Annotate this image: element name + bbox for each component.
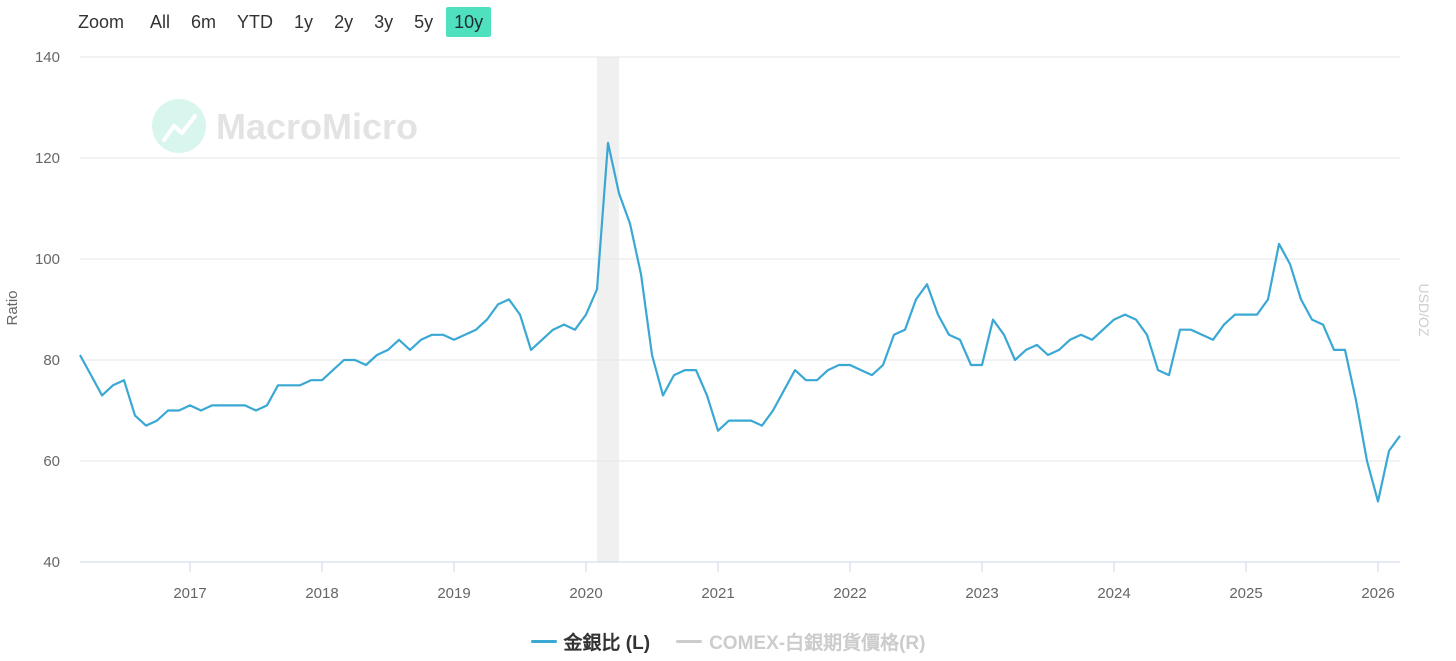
series-line-gold-silver-ratio: [79, 141, 1401, 503]
x-axis: 2017 2018 2019 2020 2021 2022 2023 2024 2025 2026: [80, 561, 1400, 602]
zoom-5y-button[interactable]: 5y: [414, 12, 434, 32]
x-tick-label: 2026: [1361, 585, 1394, 602]
legend-swatch-icon: [676, 640, 703, 643]
x-tick-label: 2017: [173, 585, 206, 602]
zoom-2y-button[interactable]: 2y: [334, 12, 354, 32]
x-tick-label: 2021: [701, 585, 734, 602]
zoom-ytd-button[interactable]: YTD: [237, 12, 274, 32]
zoom-all-button[interactable]: All: [150, 12, 171, 32]
x-tick-label: 2020: [569, 585, 602, 602]
y-axis-left-title: Ratio: [4, 290, 21, 325]
legend-label: COMEX-白銀期貨價格(R): [709, 633, 926, 654]
zoom-3y-button[interactable]: 3y: [374, 12, 394, 32]
legend-label: 金銀比 (L): [563, 633, 651, 654]
range-selector: Zoom All 6m YTD 1y 2y 3y 5y 10y: [78, 7, 496, 37]
legend-item-gold-silver-ratio[interactable]: 金銀比 (L): [530, 628, 651, 655]
y-axis-right-title: USD/OZ: [1416, 284, 1432, 337]
y-tick-label: 100: [35, 251, 60, 268]
logo-circle: [152, 99, 206, 153]
y-tick-label: 40: [43, 554, 60, 571]
x-tick-label: 2025: [1229, 585, 1262, 602]
legend-item-comex-silver[interactable]: COMEX-白銀期貨價格(R): [676, 628, 925, 655]
y-tick-label: 60: [43, 453, 60, 470]
macromicro-logo: MacroMicro: [152, 99, 418, 153]
x-tick-label: 2019: [437, 585, 470, 602]
legend: 金銀比 (L) COMEX-白銀期貨價格(R): [0, 628, 1456, 655]
zoom-1y-button[interactable]: 1y: [294, 12, 314, 32]
y-axis-labels: 40 60 80 100 120 140: [35, 49, 60, 571]
x-tick-label: 2022: [833, 585, 866, 602]
y-tick-label: 120: [35, 150, 60, 167]
y-tick-label: 80: [43, 352, 60, 369]
watermark-text: MacroMicro: [216, 106, 418, 147]
logo-chart-icon: [162, 114, 197, 142]
legend-swatch-icon: [530, 640, 557, 643]
x-tick-label: 2024: [1097, 585, 1130, 602]
zoom-label: Zoom: [78, 11, 125, 32]
x-tick-label: 2023: [965, 585, 998, 602]
x-tick-label: 2018: [305, 585, 338, 602]
zoom-6m-button[interactable]: 6m: [191, 12, 217, 32]
recession-band: [597, 57, 619, 562]
zoom-10y-button[interactable]: 10y: [446, 7, 492, 37]
y-tick-label: 140: [35, 49, 60, 66]
